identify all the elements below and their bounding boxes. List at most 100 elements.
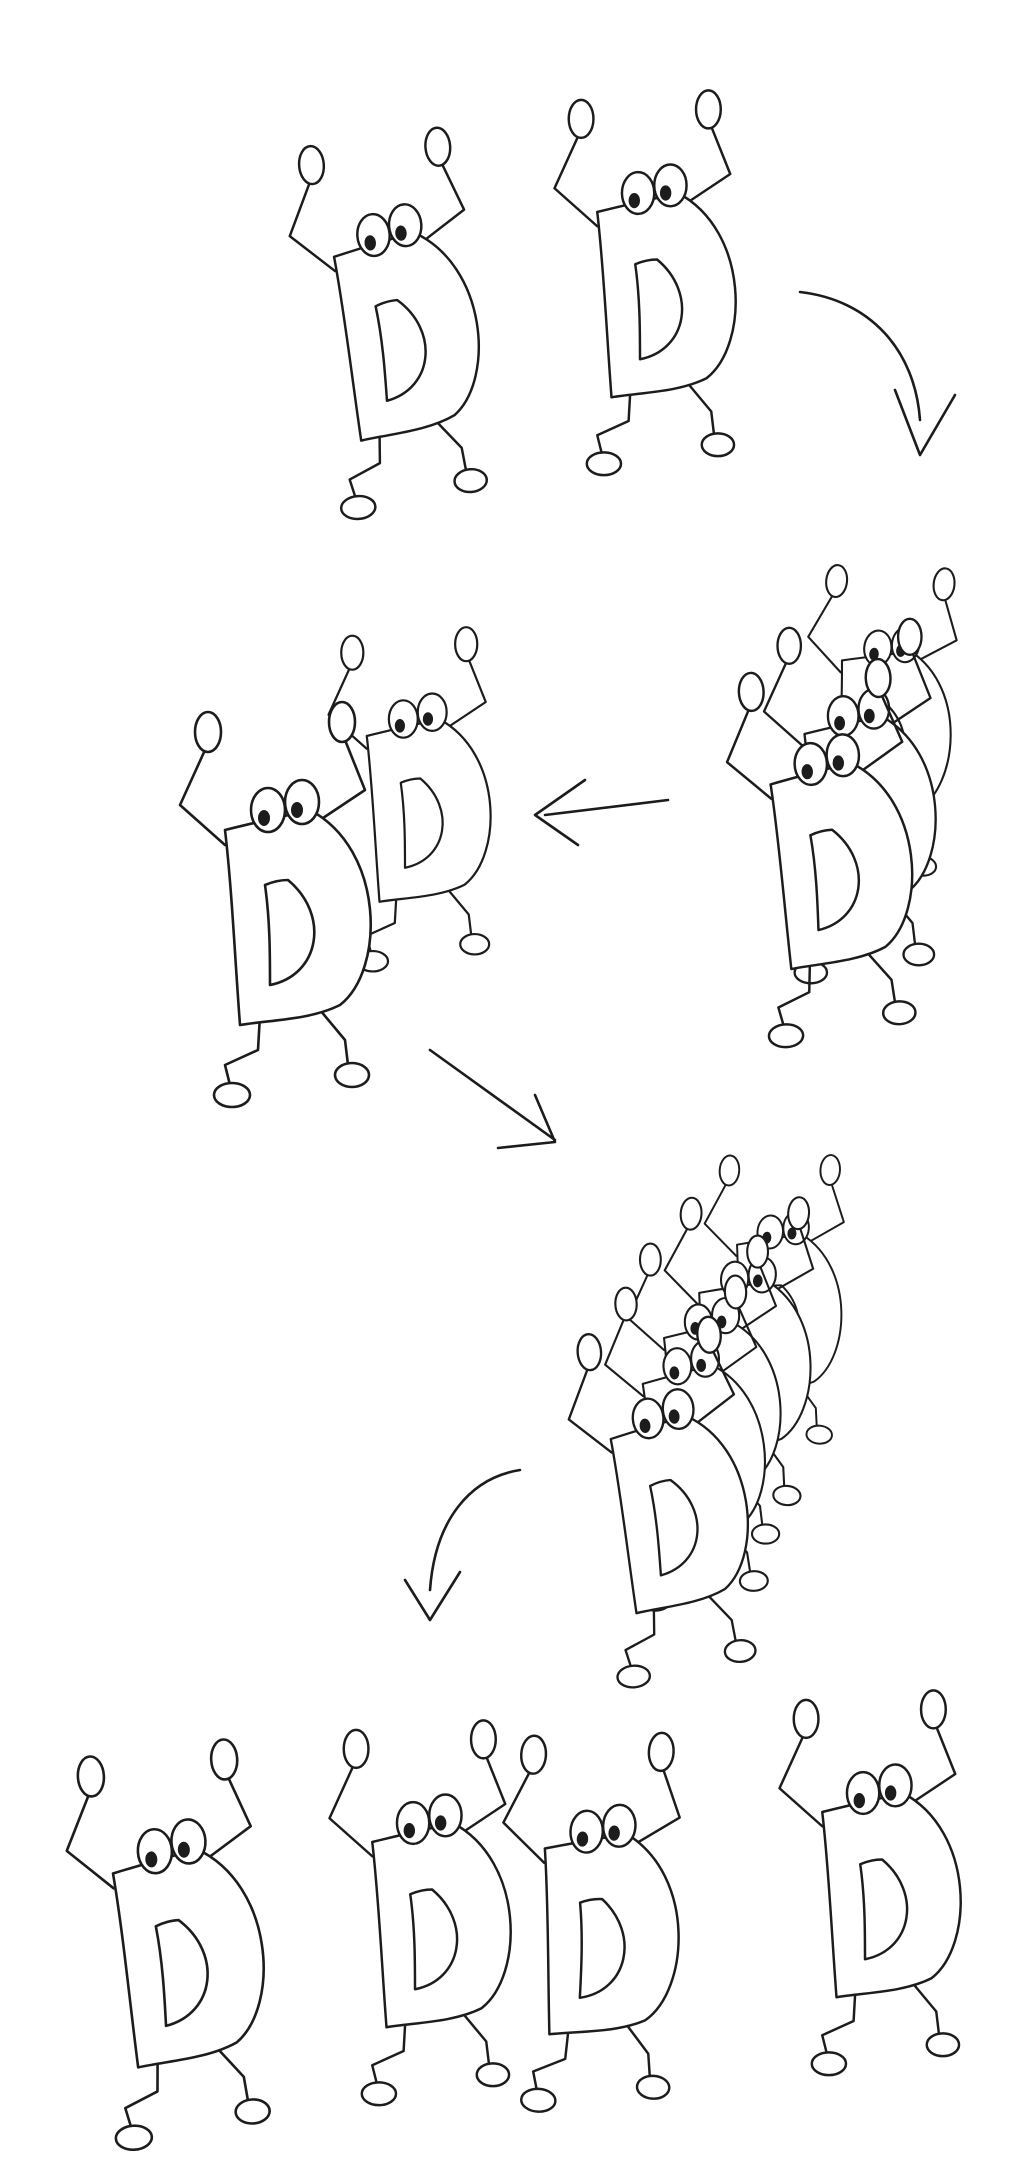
right-eye — [825, 733, 861, 778]
right-leg — [624, 2022, 652, 2079]
left-hand — [792, 1698, 820, 1740]
arrow-stage-3-to-4 — [428, 1048, 557, 1150]
right-leg — [706, 1593, 738, 1644]
right-leg — [446, 887, 473, 937]
left-hand — [737, 671, 765, 713]
arrow-stage-4-to-5 — [403, 1468, 522, 1622]
right-foot — [925, 2032, 961, 2058]
left-arm — [778, 1734, 824, 1828]
letter-d-counter — [399, 777, 444, 869]
left-foot — [360, 2081, 398, 2107]
right-hand — [919, 1689, 947, 1730]
right-hand — [864, 657, 892, 699]
letter-d-body — [332, 231, 480, 442]
arrow-stage-4-to-5-shaft — [428, 1468, 522, 1592]
right-hand — [647, 1731, 675, 1773]
stage-3-d-character-2 — [178, 700, 372, 1109]
stage-5-d-character-1 — [65, 1738, 271, 2152]
left-pupil — [801, 764, 813, 780]
right-eye — [428, 1793, 463, 1838]
left-pupil — [394, 719, 405, 733]
right-arm — [774, 1226, 815, 1292]
right-arm — [686, 125, 732, 204]
left-foot — [519, 2087, 557, 2113]
right-pupil — [395, 225, 407, 241]
right-hand — [209, 1738, 239, 1781]
right-leg — [461, 2011, 491, 2067]
left-hand — [718, 1154, 741, 1187]
arrow-stage-3-to-4-shaft — [428, 1048, 557, 1142]
left-hand — [638, 1242, 662, 1277]
left-hand — [776, 626, 803, 665]
left-leg — [596, 386, 632, 456]
arrow-stage-4-to-5-head — [403, 1570, 462, 1622]
right-hand — [896, 617, 923, 656]
right-foot — [805, 1424, 833, 1445]
left-arm — [327, 666, 368, 750]
right-arm — [694, 1349, 736, 1426]
right-pupil — [752, 1274, 763, 1288]
left-arm — [703, 1182, 738, 1257]
letter-d-counter — [634, 258, 684, 361]
left-arm — [663, 1226, 700, 1306]
right-hand — [469, 1719, 497, 1760]
left-eye — [249, 786, 287, 834]
left-leg — [223, 1013, 262, 1087]
left-arm — [604, 1317, 645, 1398]
letter-d-counter — [859, 1858, 909, 1961]
right-arm — [917, 597, 958, 662]
left-eye — [662, 1347, 693, 1386]
left-hand — [519, 1734, 548, 1775]
left-hand — [76, 1755, 106, 1798]
stage-5 — [65, 1689, 962, 2152]
left-foot — [767, 1023, 805, 1049]
letter-d-body — [111, 1847, 265, 2069]
right-hand — [696, 1315, 722, 1354]
left-foot — [114, 2124, 154, 2152]
letter-d-body — [365, 717, 492, 903]
left-arm — [328, 1764, 374, 1858]
right-hand — [787, 1196, 811, 1231]
right-hand — [424, 126, 452, 167]
right-foot — [459, 932, 491, 956]
left-pupil — [639, 1418, 651, 1434]
left-eye — [395, 1800, 431, 1846]
right-pupil — [291, 802, 303, 818]
left-hand — [576, 1332, 603, 1372]
stage-2 — [725, 564, 958, 1049]
right-pupil — [659, 185, 672, 201]
stage-1-d-character-1 — [288, 126, 489, 521]
arrow-stage-1-to-2-shaft — [798, 290, 922, 422]
stage-5-d-character-2 — [328, 1719, 512, 2107]
left-arm — [65, 1793, 116, 1890]
left-leg — [531, 2024, 571, 2092]
left-leg — [371, 2016, 407, 2086]
right-hand — [327, 700, 357, 744]
left-leg — [348, 428, 382, 500]
arrow-stage-2-to-3 — [533, 778, 670, 847]
left-eye — [387, 699, 419, 739]
right-eye — [283, 778, 321, 826]
right-foot — [881, 1000, 917, 1026]
left-eye — [826, 695, 860, 737]
left-foot — [212, 1081, 252, 1109]
right-arm — [859, 693, 904, 773]
right-pupil — [668, 1409, 680, 1424]
left-leg — [624, 1601, 656, 1669]
letter-d-counter — [374, 298, 427, 402]
left-pupil — [403, 1823, 415, 1839]
right-pupil — [434, 1815, 447, 1831]
letter-d-counter — [578, 1897, 626, 2000]
right-eye — [601, 1803, 637, 1848]
arrow-stage-2-to-3-head — [533, 778, 587, 847]
left-hand — [342, 1728, 370, 1770]
arrow-stage-1-to-2 — [798, 290, 957, 457]
right-arm — [446, 658, 487, 729]
left-hand — [193, 710, 223, 754]
left-leg — [123, 2055, 159, 2130]
right-hand — [694, 89, 722, 130]
left-eye — [620, 170, 656, 216]
right-leg — [434, 419, 468, 473]
right-arm — [807, 1182, 845, 1244]
